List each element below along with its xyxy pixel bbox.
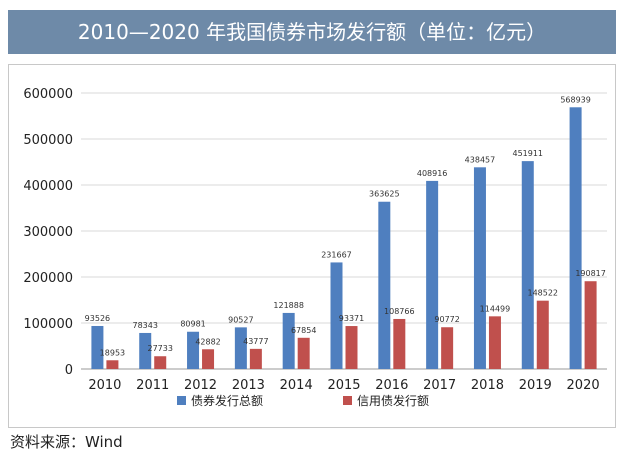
- bar-credit: [202, 349, 215, 369]
- y-tick-label: 300000: [23, 225, 73, 240]
- bar-credit: [154, 356, 167, 369]
- data-label: 90772: [434, 315, 459, 324]
- bar-total: [282, 312, 295, 369]
- x-tick-label: 2020: [567, 378, 600, 393]
- x-tick-label: 2014: [280, 378, 313, 393]
- bar-total: [330, 262, 343, 369]
- data-label: 108766: [384, 307, 415, 316]
- bar-credit: [297, 337, 310, 369]
- data-label: 18953: [100, 348, 125, 357]
- data-label: 568939: [560, 95, 591, 104]
- title-band: 2010—2020 年我国债券市场发行额（单位：亿元）: [8, 10, 616, 54]
- data-label: 90527: [228, 315, 253, 324]
- bar-credit: [488, 316, 501, 369]
- x-tick-label: 2016: [375, 378, 408, 393]
- data-label: 78343: [133, 321, 158, 330]
- data-label: 363625: [369, 190, 400, 199]
- bar-total: [139, 332, 152, 369]
- data-label: 190817: [575, 269, 606, 278]
- source-note: 资料来源：Wind: [10, 433, 123, 451]
- data-label: 148522: [527, 289, 558, 298]
- data-label: 93371: [339, 314, 364, 323]
- data-label: 67854: [291, 326, 316, 335]
- y-tick-label: 400000: [23, 179, 73, 194]
- chart-frame: 0 100000 200000 300000 400000 500000 600000 201…: [8, 64, 616, 428]
- bar-total: [91, 325, 104, 369]
- y-tick-label: 500000: [23, 133, 73, 148]
- data-label: 42882: [195, 337, 220, 346]
- legend-label: 债券发行总额: [191, 393, 263, 408]
- data-label: 121888: [273, 301, 304, 310]
- bar-total: [426, 180, 439, 369]
- data-label: 80981: [180, 320, 205, 329]
- x-tick-label: 2013: [232, 378, 265, 393]
- bar-total: [569, 107, 582, 369]
- x-tick-label: 2012: [184, 378, 217, 393]
- x-tick-label: 2018: [471, 378, 504, 393]
- bar-credit: [584, 281, 597, 369]
- bar-total: [473, 167, 486, 369]
- legend-swatch: [177, 396, 186, 405]
- x-tick-label: 2017: [423, 378, 456, 393]
- bar-credit: [393, 318, 406, 369]
- data-label: 408916: [417, 169, 448, 178]
- data-label: 27733: [148, 344, 173, 353]
- data-label: 43777: [243, 337, 268, 346]
- y-tick-label: 200000: [23, 271, 73, 286]
- data-label: 451911: [512, 149, 543, 158]
- bar-chart: 0 100000 200000 300000 400000 500000 600000 201…: [23, 87, 607, 408]
- bar-credit: [441, 327, 454, 369]
- bar-credit: [536, 300, 549, 369]
- legend-swatch: [343, 396, 352, 405]
- y-tick-label: 600000: [23, 87, 73, 102]
- x-tick-label: 2015: [327, 378, 360, 393]
- data-label: 114499: [480, 304, 511, 313]
- bar-total: [521, 161, 534, 369]
- bar-total: [378, 201, 391, 369]
- bar-total: [234, 327, 247, 369]
- x-tick-label: 2011: [136, 378, 169, 393]
- data-label: 231667: [321, 250, 352, 259]
- x-tick-label: 2019: [519, 378, 552, 393]
- x-tick-label: 2010: [88, 378, 121, 393]
- bar-credit: [249, 348, 262, 369]
- chart-title: 2010—2020 年我国债券市场发行额（单位：亿元）: [77, 20, 547, 44]
- legend-label: 信用债发行额: [357, 393, 429, 408]
- data-label: 93526: [85, 314, 110, 323]
- bar-credit: [106, 360, 119, 369]
- bar-credit: [345, 326, 358, 369]
- bar-total: [187, 331, 200, 369]
- y-tick-label: 0: [65, 363, 73, 378]
- data-label: 438457: [465, 155, 496, 164]
- y-tick-label: 100000: [23, 317, 73, 332]
